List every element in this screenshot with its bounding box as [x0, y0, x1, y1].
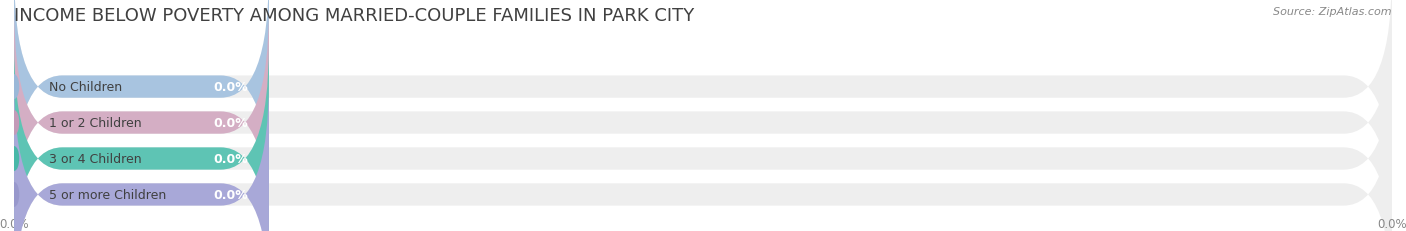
FancyBboxPatch shape [14, 45, 1392, 231]
FancyBboxPatch shape [14, 9, 1392, 231]
FancyBboxPatch shape [14, 9, 269, 231]
Text: 1 or 2 Children: 1 or 2 Children [48, 116, 141, 130]
Text: 0.0%: 0.0% [214, 188, 249, 201]
FancyBboxPatch shape [14, 0, 1392, 201]
Text: 0.0%: 0.0% [214, 81, 249, 94]
Text: 3 or 4 Children: 3 or 4 Children [48, 152, 141, 165]
FancyBboxPatch shape [14, 45, 269, 231]
FancyBboxPatch shape [14, 80, 1392, 231]
Circle shape [10, 111, 18, 135]
Text: INCOME BELOW POVERTY AMONG MARRIED-COUPLE FAMILIES IN PARK CITY: INCOME BELOW POVERTY AMONG MARRIED-COUPL… [14, 7, 695, 25]
Circle shape [10, 183, 18, 206]
Text: No Children: No Children [48, 81, 122, 94]
Text: 0.0%: 0.0% [214, 152, 249, 165]
FancyBboxPatch shape [14, 0, 269, 201]
Circle shape [10, 76, 18, 99]
FancyBboxPatch shape [14, 80, 269, 231]
Text: Source: ZipAtlas.com: Source: ZipAtlas.com [1274, 7, 1392, 17]
Text: 5 or more Children: 5 or more Children [48, 188, 166, 201]
Text: 0.0%: 0.0% [214, 116, 249, 130]
Circle shape [10, 147, 18, 170]
